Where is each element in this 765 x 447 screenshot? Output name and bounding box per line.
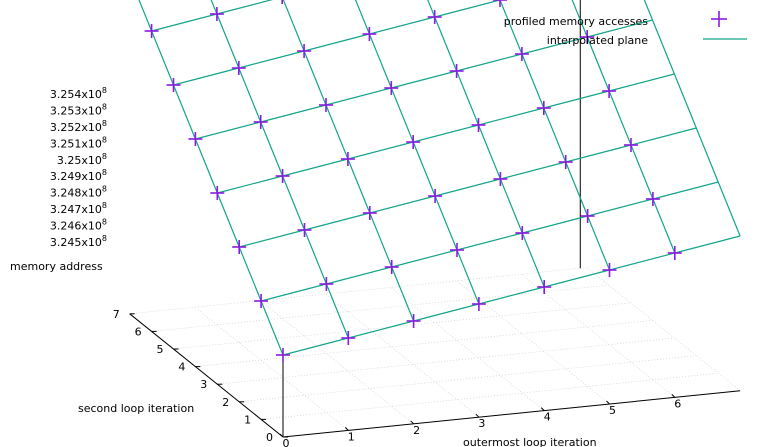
base-grid-line <box>261 373 718 419</box>
legend-marker-points <box>711 11 727 27</box>
x-tick-label: 0 <box>283 437 290 447</box>
base-grid-line <box>239 356 696 402</box>
base-grid-line <box>391 287 544 410</box>
plane-grid-line <box>239 128 696 247</box>
plane-grid-line <box>261 182 718 301</box>
data-point <box>275 0 289 4</box>
y-tick-label: 7 <box>113 308 120 321</box>
data-point <box>450 243 464 257</box>
z-tick-label: 3.247x108 <box>50 201 107 216</box>
data-point <box>515 47 529 61</box>
data-point <box>624 138 638 152</box>
base-grid <box>130 268 740 437</box>
data-point <box>646 192 660 206</box>
y-tick-label: 6 <box>135 325 142 338</box>
z-tick-label: 3.245x108 <box>50 234 107 249</box>
data-point <box>602 84 616 98</box>
base-grid-line <box>195 320 652 366</box>
x-tick-label: 5 <box>609 404 616 417</box>
base-grid-line <box>130 268 587 314</box>
data-point <box>384 81 398 95</box>
y-axis-label: second loop iteration <box>78 402 194 415</box>
plane-grid-line <box>260 0 413 321</box>
data-point <box>232 61 246 75</box>
data-point <box>493 172 507 186</box>
data-point <box>297 44 311 58</box>
x-axis-label: outermost loop iteration <box>463 436 597 447</box>
x-tick-label: 4 <box>544 411 551 424</box>
z-tick-label: 3.248x108 <box>50 185 107 200</box>
interpolated-plane <box>130 0 740 355</box>
data-point <box>537 101 551 115</box>
data-point <box>668 246 682 260</box>
data-point <box>341 152 355 166</box>
legend: profiled memory accesses interpolated pl… <box>504 11 747 47</box>
plane-grid-line <box>283 236 740 355</box>
data-point <box>581 209 595 223</box>
data-point <box>210 186 224 200</box>
z-tick-label: 3.253x108 <box>50 102 107 117</box>
data-point <box>537 280 551 294</box>
z-tick-label: 3.251x108 <box>50 135 107 150</box>
data-point <box>232 240 246 254</box>
y-tick-label: 2 <box>222 396 229 409</box>
x-tick-label: 1 <box>348 430 355 443</box>
x-tick-label: 2 <box>413 424 420 437</box>
data-point <box>385 260 399 274</box>
plane-grid-line <box>195 0 348 338</box>
data-point <box>406 135 420 149</box>
y-tick-label: 3 <box>200 378 207 391</box>
data-point <box>210 7 224 21</box>
data-point <box>428 189 442 203</box>
base-grid-line <box>217 338 674 384</box>
axis-labels: memory address second loop iteration out… <box>10 260 597 447</box>
z-tick-label: 3.25x108 <box>57 152 107 167</box>
data-point <box>363 206 377 220</box>
data-point <box>145 24 159 38</box>
data-points <box>145 0 682 362</box>
data-point <box>167 78 181 92</box>
data-point <box>254 115 268 129</box>
data-point <box>362 27 376 41</box>
y-tick-label: 0 <box>266 431 273 444</box>
data-point <box>428 10 442 24</box>
data-point <box>276 348 290 362</box>
base-grid-line <box>326 294 479 417</box>
z-tick-label: 3.254x108 <box>50 86 107 101</box>
z-axis-label: memory address <box>10 260 103 273</box>
data-point <box>254 294 268 308</box>
base-grid-line <box>587 268 740 391</box>
y-tick-label: 5 <box>157 343 164 356</box>
y-tick-label: 1 <box>244 413 251 426</box>
base-grid-line <box>174 303 631 349</box>
x-tick-label: 3 <box>478 417 485 430</box>
legend-label-plane: interpolated plane <box>547 34 648 47</box>
data-point <box>559 155 573 169</box>
y-tick-label: 4 <box>178 361 185 374</box>
data-point <box>319 98 333 112</box>
data-point <box>276 169 290 183</box>
plane-grid-line <box>217 74 674 193</box>
legend-label-points: profiled memory accesses <box>504 15 649 28</box>
y-axis-line <box>130 314 283 437</box>
data-point <box>188 132 202 146</box>
z-tick-label: 3.249x108 <box>50 168 107 183</box>
z-tick-label: 3.246x108 <box>50 218 107 233</box>
data-point <box>319 277 333 291</box>
z-tick-label: 3.252x108 <box>50 119 107 134</box>
data-point <box>341 331 355 345</box>
data-point <box>603 263 617 277</box>
data-point <box>450 64 464 78</box>
data-point <box>407 314 421 328</box>
data-point <box>472 118 486 132</box>
x-tick-label: 6 <box>674 397 681 410</box>
data-point <box>515 226 529 240</box>
data-point <box>298 223 312 237</box>
base-grid-line <box>152 285 609 331</box>
